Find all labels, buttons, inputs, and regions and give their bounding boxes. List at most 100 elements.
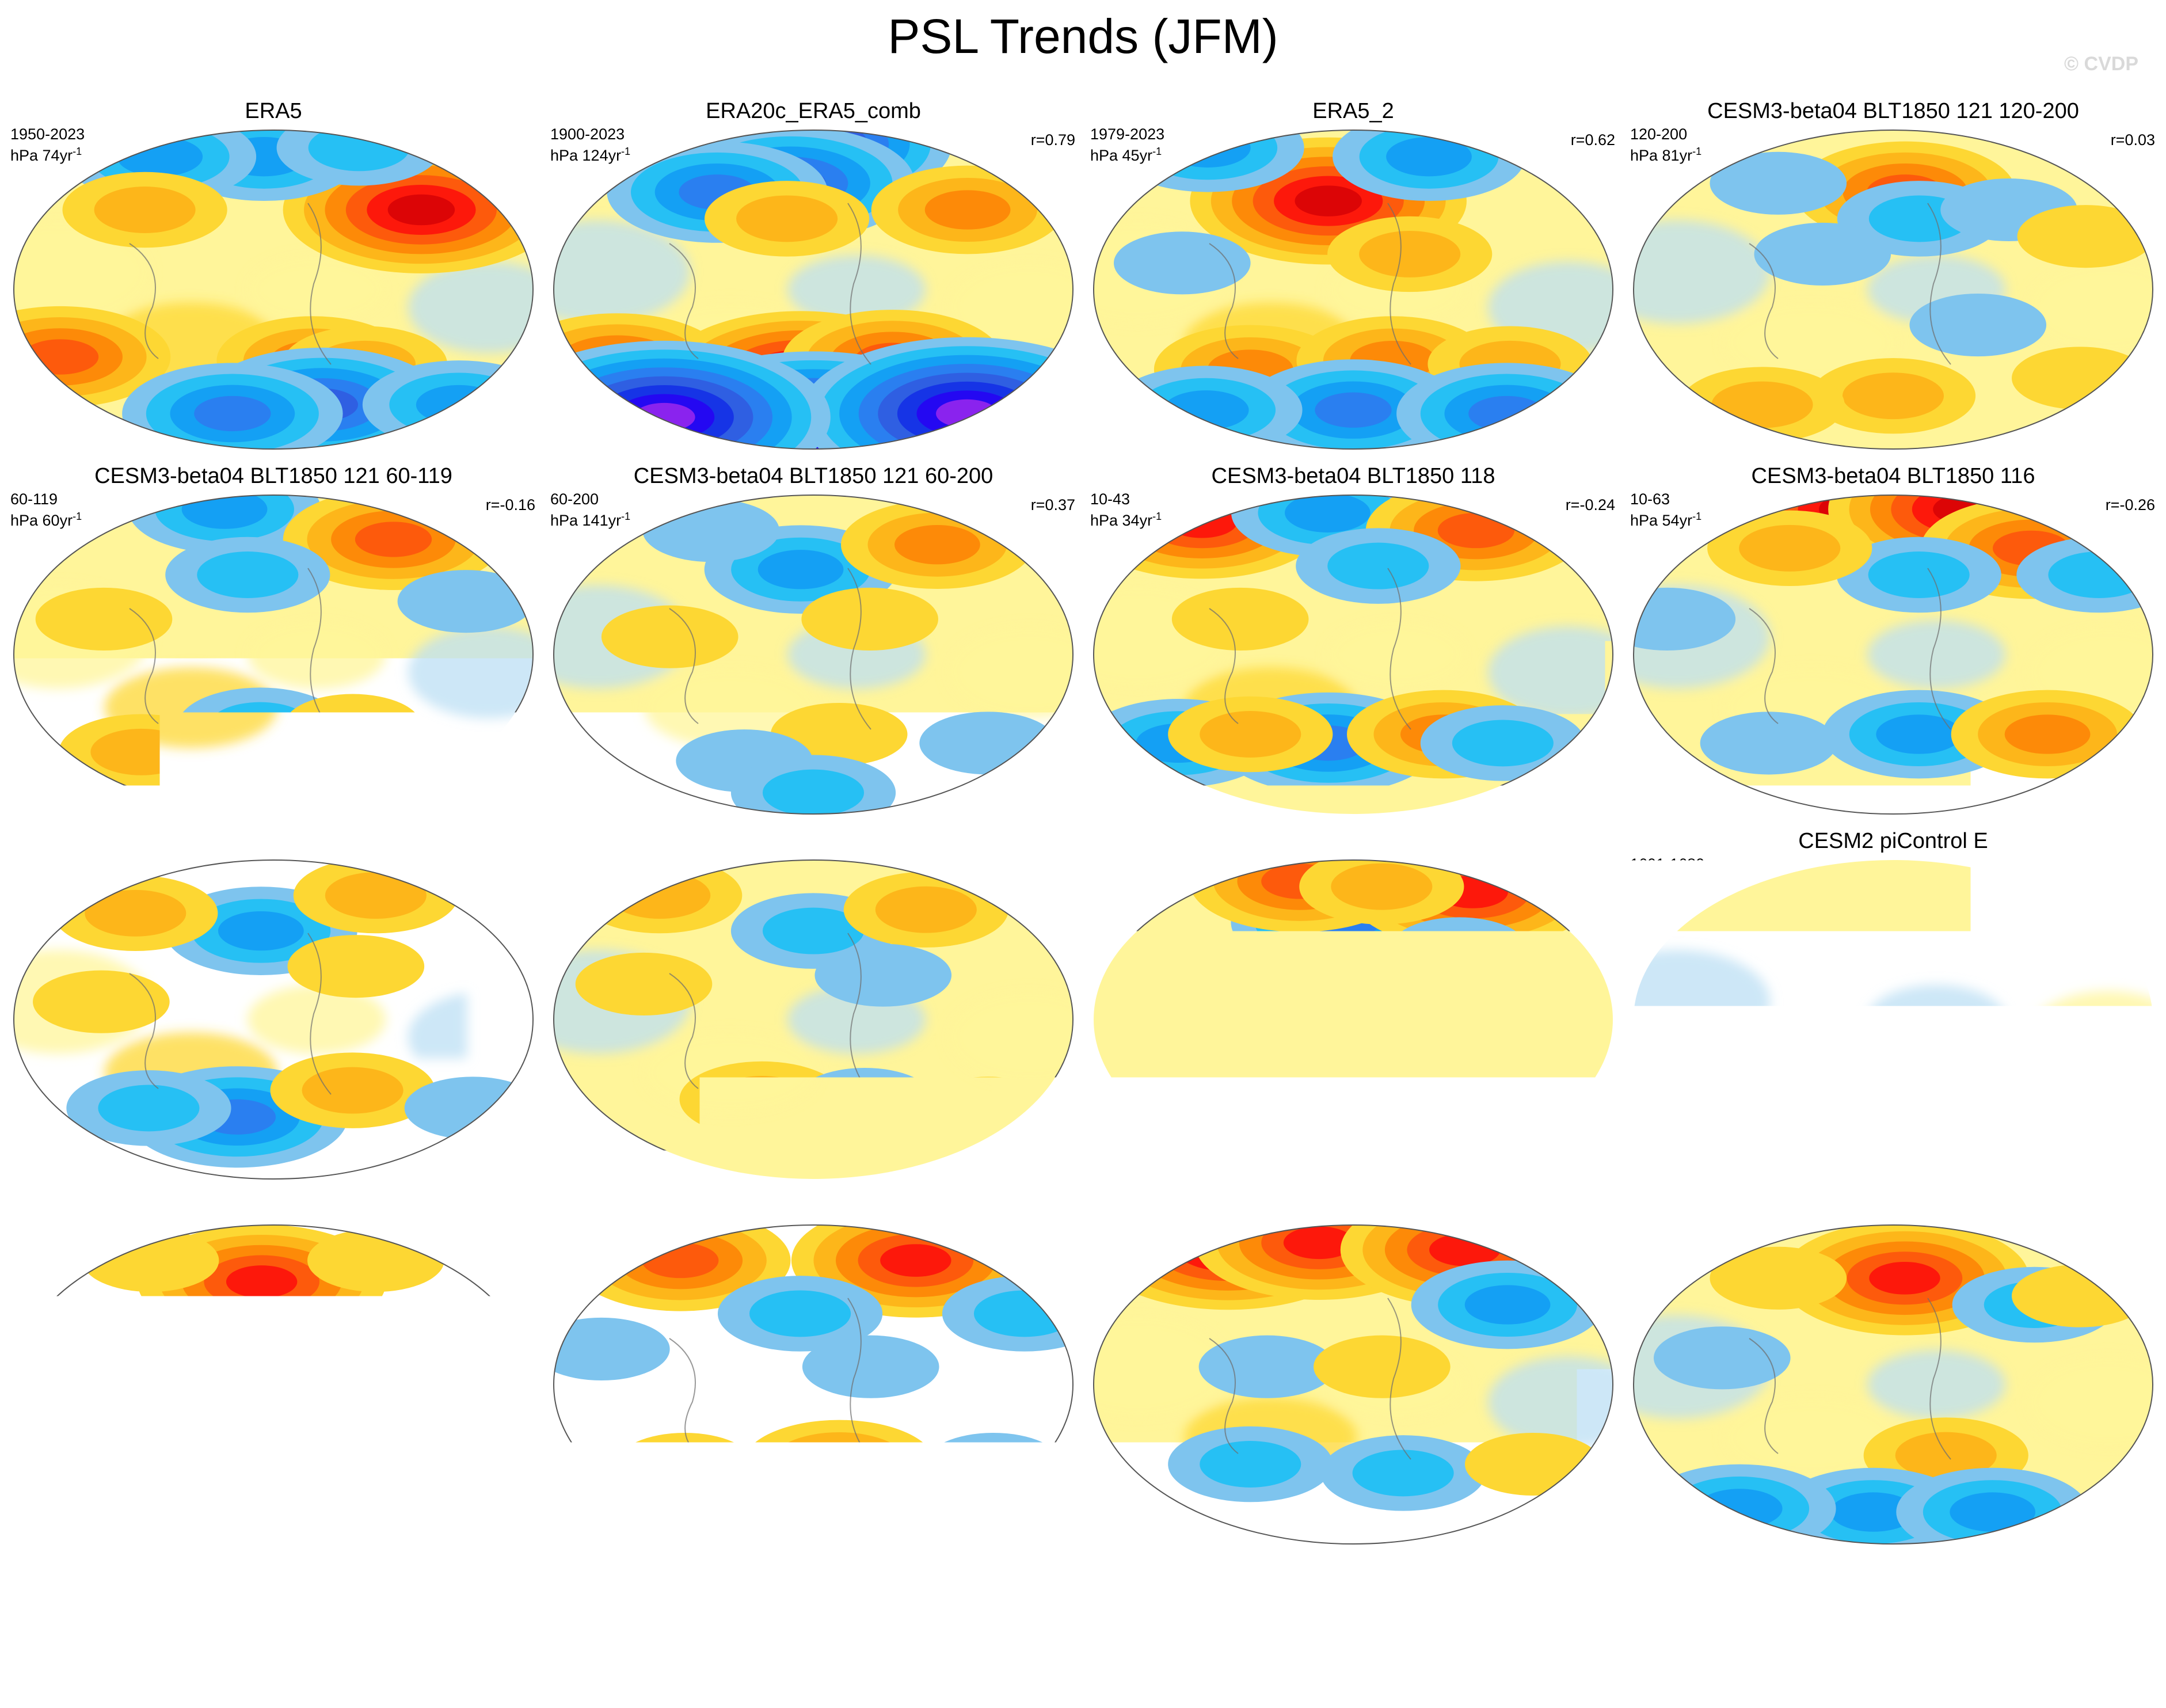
trend-contour (36, 588, 173, 651)
panel-title: ERA5 (6, 98, 541, 124)
panel-title: CESM3-alpha03d BLT1850 112 (6, 828, 541, 854)
trend-contour (398, 570, 535, 633)
map-panel: CESM2 piControl D 1401-1480 hPa 80yr-1 r=-0… (6, 1193, 541, 1550)
psl-trend-map (1631, 128, 2155, 451)
trend-contour (1452, 720, 1554, 766)
trend-contour (309, 124, 410, 171)
panel-title: CESM3-beta04 BLT1850 121 60-200 (546, 463, 1081, 489)
trend-contour (1843, 1129, 1944, 1176)
trend-contour (82, 1229, 219, 1292)
trend-contour (925, 1433, 1062, 1496)
trend-contour (1700, 712, 1837, 774)
map-panel: CESM3-beta04 BLT1850 116 10-63 hPa 54yr-1 r… (1626, 463, 2161, 820)
colorbar-tick-label: -4 (739, 1655, 808, 1699)
map-panel: CESM3-beta02 BLT1850 109 21-100 hPa 80yr-1… (546, 828, 1081, 1185)
colorbar-swatch (851, 1620, 929, 1653)
trend-contour (936, 400, 998, 428)
trend-contour (1654, 1326, 1791, 1389)
map-panel: CESM2 piControl C 1201-1280 hPa 80yr-1 r=-0… (546, 1193, 1081, 1550)
trend-contour (616, 1433, 753, 1496)
map-field-patch (408, 1356, 569, 1448)
trend-contour (796, 1444, 882, 1483)
colorbar-swatch (1006, 1620, 1084, 1653)
psl-trend-map (551, 858, 1075, 1181)
trend-contour (2017, 920, 2103, 959)
map-panel: CESM3-beta04 BLT1850 118 10-43 hPa 34yr-1 r… (1086, 463, 1621, 820)
trend-contour (1386, 137, 1472, 176)
colorbar-swatch (619, 1620, 696, 1653)
panel-title: CESM3-beta04 BLT1850 121 120-200 (1626, 98, 2161, 124)
trend-contour (880, 1244, 951, 1277)
trend-contour (1165, 128, 1251, 168)
psl-trend-map (1091, 1223, 1615, 1546)
cvdp-watermark: © CVDP (2064, 53, 2138, 75)
colorbar-swatch (774, 1620, 851, 1653)
trend-contour (1754, 223, 1891, 286)
trend-contour (1710, 152, 1847, 215)
panel-title: CESM2 piControl B (1086, 1193, 1621, 1219)
psl-trend-map (1091, 493, 1615, 816)
trend-contour (288, 935, 425, 998)
trend-contour (894, 525, 980, 564)
psl-trend-map (12, 858, 535, 1181)
psl-trend-map (1631, 1223, 2155, 1546)
map-panel: ERA5 1950-2023 hPa 74yr-1 (6, 98, 541, 455)
trend-contour (1353, 1450, 1454, 1496)
trend-contour (1200, 1441, 1301, 1488)
trend-contour (302, 1067, 403, 1114)
colorbar-tick-label: -3 (817, 1655, 886, 1699)
trend-contour (1331, 863, 1432, 910)
trend-contour (90, 729, 192, 775)
trend-contour (1869, 1067, 1970, 1114)
trend-contour (416, 385, 502, 424)
trend-contour (1468, 396, 1545, 431)
map-panel: CESM2 piControl B 1000-1080 hPa 81yr-1 r=-0… (1086, 1193, 1621, 1550)
trend-contour (1114, 231, 1251, 294)
colorbar-tick-label: -6 (584, 1655, 653, 1699)
psl-trend-map (12, 128, 535, 451)
trend-contour (388, 195, 455, 226)
trend-contour (602, 606, 739, 668)
trend-contour (919, 712, 1056, 774)
colorbar-swatch (696, 1620, 774, 1653)
trend-contour (2012, 1089, 2098, 1128)
trend-contour (2005, 714, 2091, 754)
trend-contour (1327, 543, 1429, 589)
colorbar-swatch (1625, 1620, 1703, 1653)
trend-contour (1950, 1492, 2035, 1531)
trend-contour (85, 890, 186, 937)
trend-contour (22, 339, 98, 374)
map-panel: ERA5_2 1979-2023 hPa 45yr-1 r=0.62 (1086, 98, 1621, 455)
trend-contour (284, 694, 421, 757)
trend-contour (234, 756, 371, 819)
trend-contour (1166, 505, 1237, 538)
panel-title: CESM3-beta02 BLT1850 104 (1086, 828, 1621, 854)
trend-contour (1868, 551, 1970, 598)
trend-contour (1739, 525, 1840, 572)
trend-contour (919, 1076, 1056, 1139)
map-panel: CESM2 piControl A 800-880 hPa 81yr-1 r=0.18 (1626, 1193, 2161, 1550)
map-field-patch (1327, 985, 1465, 1054)
trend-contour (355, 522, 432, 557)
psl-trend-map (1091, 858, 1615, 1181)
panel-title: CESM3-beta04 BLT1850 116 (1626, 463, 2161, 489)
trend-contour (1429, 1234, 1500, 1266)
map-field-patch (1867, 985, 2005, 1054)
psl-trend-map (551, 1223, 1075, 1546)
colorbar-swatch (1160, 1620, 1238, 1653)
colorbar-swatch (464, 1620, 542, 1653)
trend-contour (1200, 711, 1301, 758)
trend-contour (33, 971, 170, 1033)
colorbar-tick-label: 6 (1513, 1655, 1582, 1699)
colorbar-swatch (1083, 1620, 1161, 1653)
trend-contour (1295, 185, 1362, 216)
trend-contour (1465, 1433, 1602, 1496)
trend-contour (1869, 1262, 1940, 1295)
colorbar-tick-label: 4 (1358, 1655, 1427, 1699)
map-field-patch (408, 261, 569, 353)
map-field-patch (1327, 620, 1465, 689)
trend-contour (758, 550, 844, 589)
map-panel: CESM2 piControl E 1601-1680 hPa 80yr-1 r=-0… (1626, 828, 2161, 1185)
trend-contour (1172, 588, 1309, 651)
trend-contour (802, 1336, 939, 1398)
